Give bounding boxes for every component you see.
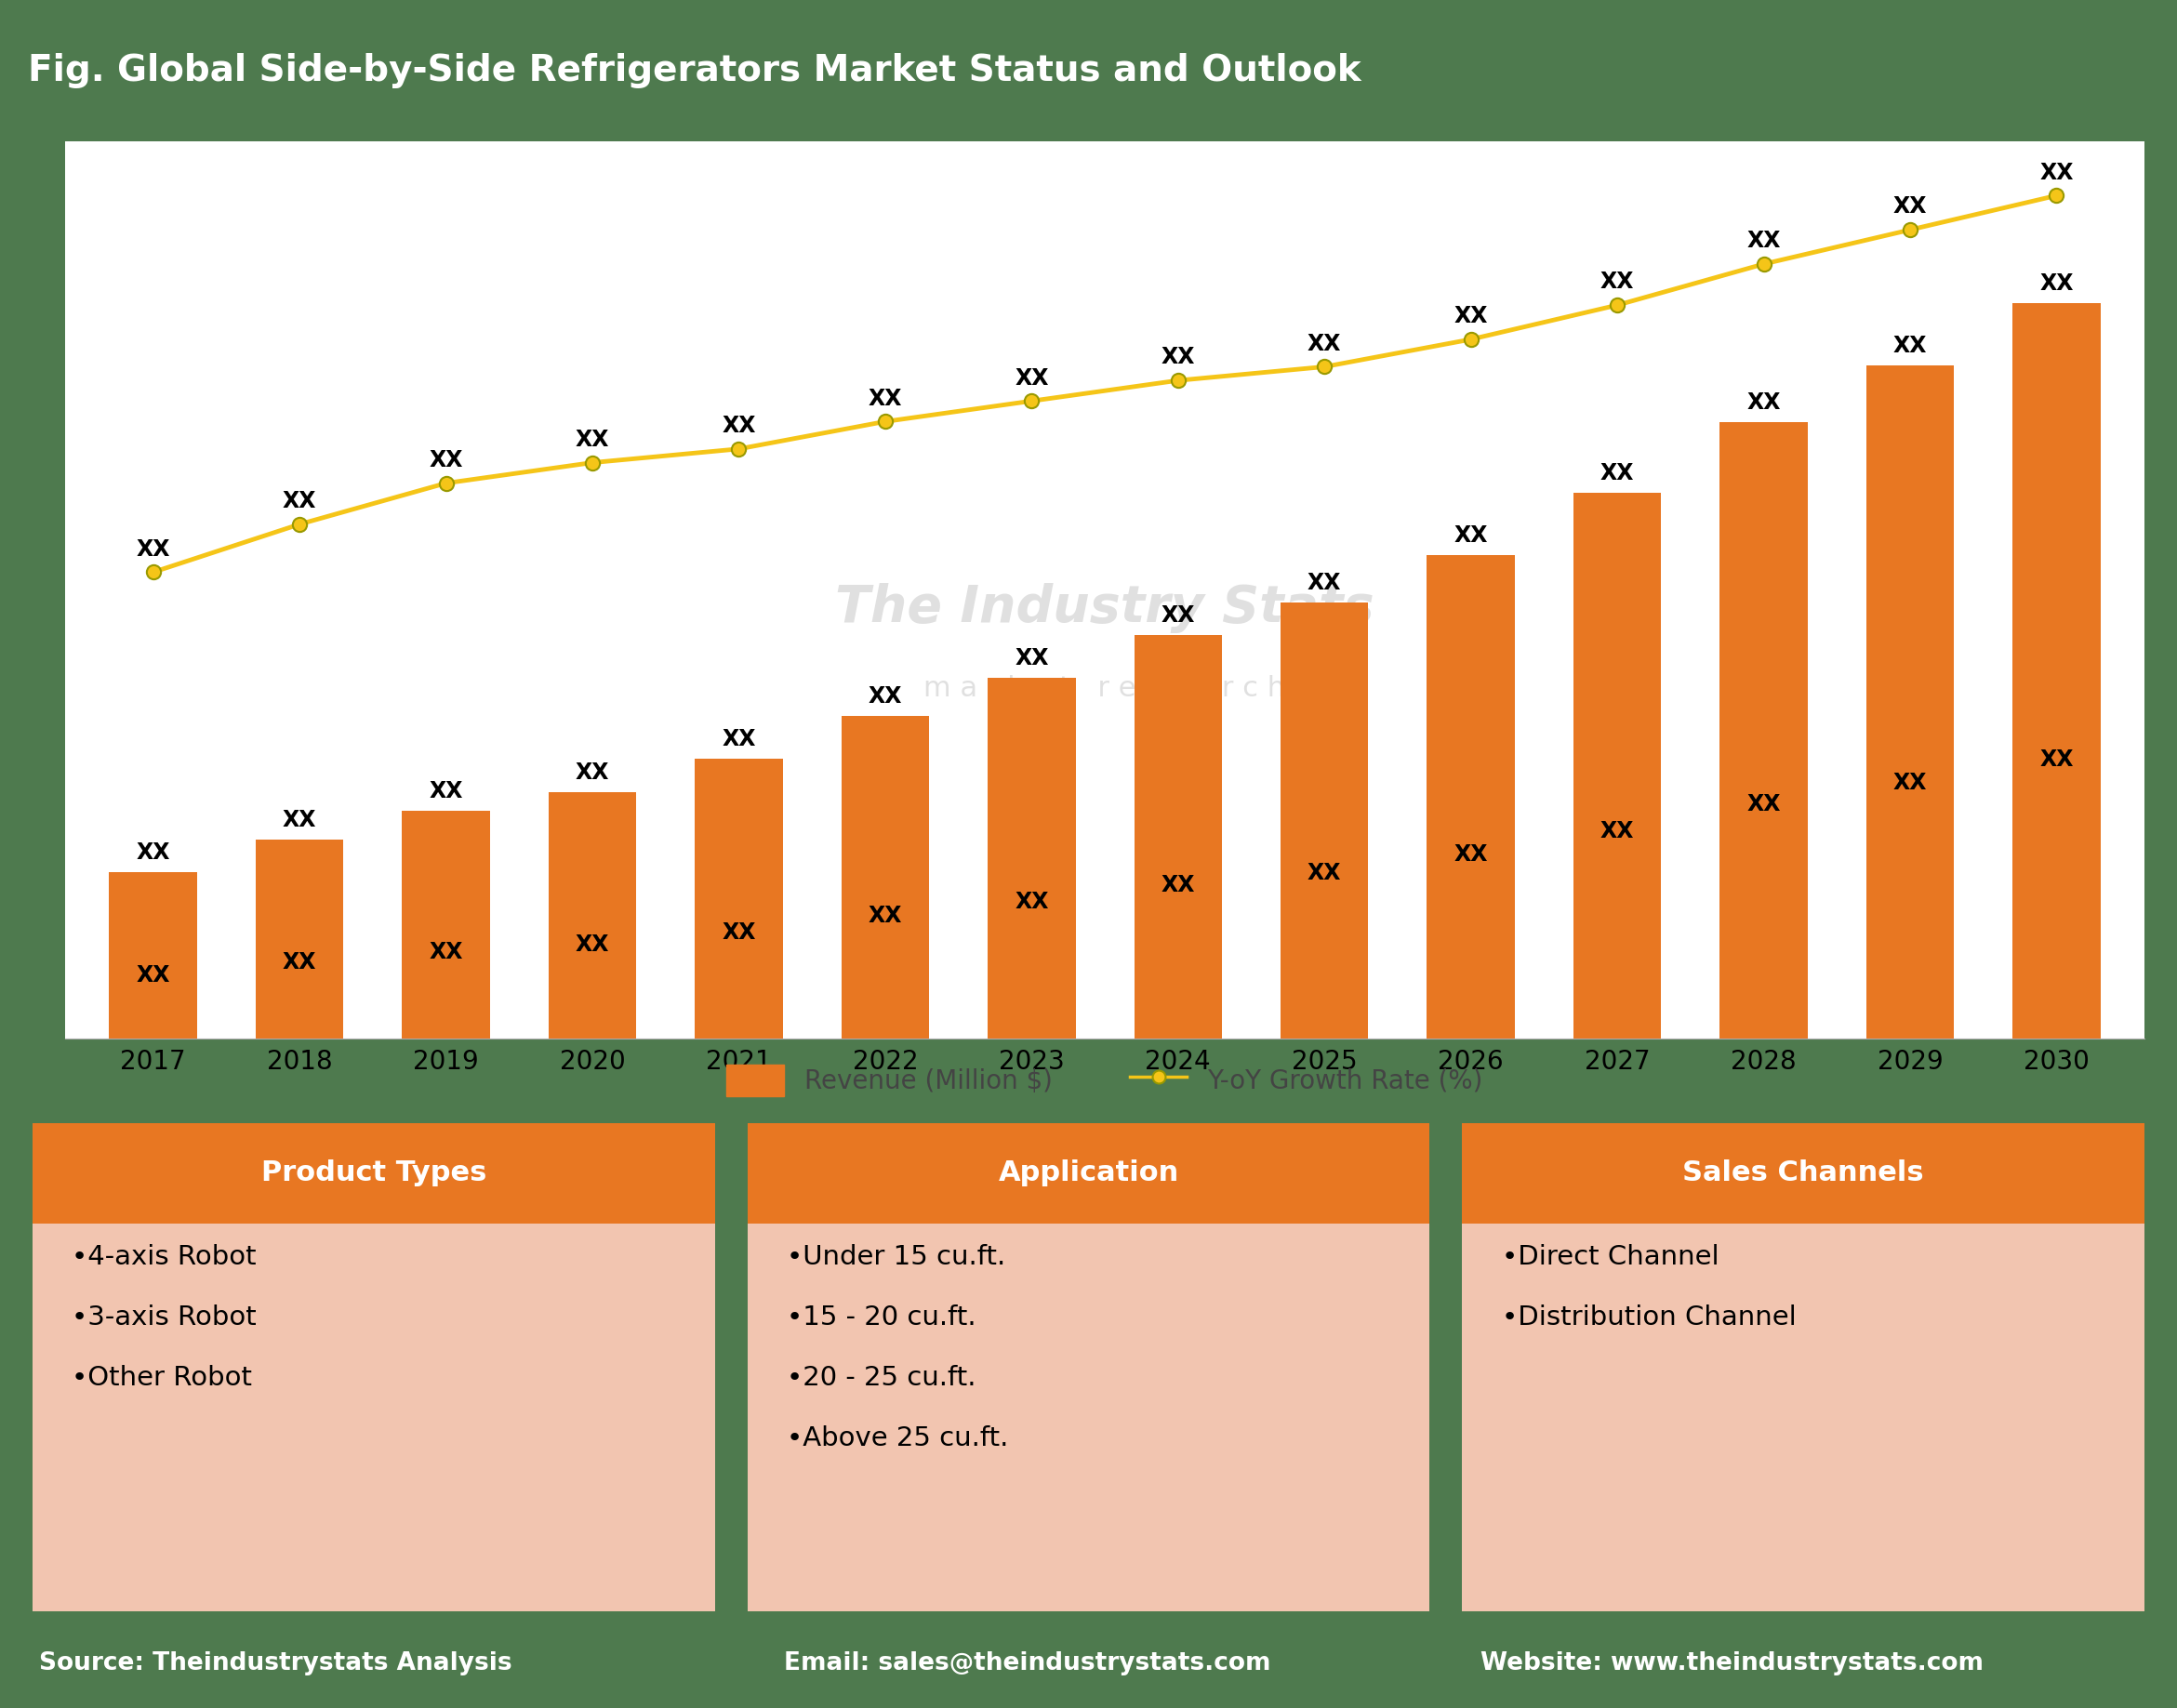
Text: XX: XX: [1600, 463, 1635, 485]
Text: XX: XX: [1746, 391, 1781, 413]
Bar: [2012, 304, 2101, 1038]
Text: •Under 15 cu.ft.: •Under 15 cu.ft.: [786, 1243, 1006, 1269]
Text: XX: XX: [723, 921, 755, 943]
Text: •Other Robot: •Other Robot: [72, 1365, 253, 1390]
Text: XX: XX: [869, 685, 901, 707]
Text: Sales Channels: Sales Channels: [1683, 1160, 1924, 1187]
Text: m a r k e t   r e s e a r c h: m a r k e t r e s e a r c h: [923, 675, 1287, 702]
Text: Application: Application: [999, 1160, 1178, 1187]
Text: XX: XX: [1894, 335, 1927, 357]
Text: Email: sales@theindustrystats.com: Email: sales@theindustrystats.com: [784, 1652, 1271, 1676]
Y-oY Growth Rate (%): [579, 453, 605, 473]
FancyBboxPatch shape: [747, 1223, 1430, 1612]
Text: XX: XX: [1014, 647, 1049, 670]
Bar: [549, 793, 636, 1038]
Text: XX: XX: [429, 781, 464, 803]
Bar: [988, 678, 1075, 1038]
Text: XX: XX: [1014, 367, 1049, 389]
Text: XX: XX: [283, 808, 316, 830]
Y-oY Growth Rate (%): [1604, 295, 1631, 316]
Text: XX: XX: [1746, 231, 1781, 253]
Text: XX: XX: [869, 905, 901, 927]
Text: •Direct Channel: •Direct Channel: [1502, 1243, 1718, 1269]
FancyBboxPatch shape: [33, 1122, 714, 1223]
Y-oY Growth Rate (%): [433, 473, 459, 494]
Text: XX: XX: [283, 951, 316, 974]
Bar: [1280, 603, 1369, 1038]
Y-oY Growth Rate (%): [2044, 184, 2070, 205]
FancyBboxPatch shape: [33, 1223, 714, 1612]
Text: •Distribution Channel: •Distribution Channel: [1502, 1305, 1796, 1331]
Text: XX: XX: [723, 415, 755, 437]
Text: XX: XX: [137, 965, 170, 987]
Text: XX: XX: [869, 388, 901, 410]
Text: XX: XX: [1160, 874, 1195, 897]
Text: Website: www.theindustrystats.com: Website: www.theindustrystats.com: [1480, 1652, 1983, 1676]
Y-oY Growth Rate (%): [139, 562, 165, 582]
Text: XX: XX: [1454, 844, 1487, 866]
Text: XX: XX: [1454, 306, 1487, 328]
Y-oY Growth Rate (%): [1750, 254, 1776, 275]
Text: XX: XX: [1600, 820, 1635, 842]
FancyBboxPatch shape: [747, 1122, 1430, 1223]
Text: XX: XX: [429, 941, 464, 963]
Text: XX: XX: [2040, 161, 2073, 184]
Bar: [1574, 494, 1661, 1038]
Text: XX: XX: [1014, 890, 1049, 912]
Text: XX: XX: [1160, 605, 1195, 627]
Y-oY Growth Rate (%): [1311, 357, 1337, 377]
Bar: [1134, 635, 1221, 1038]
Text: XX: XX: [575, 429, 610, 451]
Text: XX: XX: [2040, 273, 2073, 295]
Text: XX: XX: [2040, 748, 2073, 770]
Y-oY Growth Rate (%): [725, 439, 751, 459]
Y-oY Growth Rate (%): [1165, 371, 1191, 391]
Text: XX: XX: [1600, 272, 1635, 294]
Text: •20 - 25 cu.ft.: •20 - 25 cu.ft.: [786, 1365, 975, 1390]
Bar: [1720, 422, 1807, 1038]
Text: XX: XX: [1746, 793, 1781, 815]
Bar: [1866, 366, 1955, 1038]
Text: •15 - 20 cu.ft.: •15 - 20 cu.ft.: [786, 1305, 975, 1331]
Text: •3-axis Robot: •3-axis Robot: [72, 1305, 257, 1331]
Text: XX: XX: [723, 728, 755, 750]
Bar: [403, 811, 490, 1038]
Text: •4-axis Robot: •4-axis Robot: [72, 1243, 257, 1269]
Bar: [255, 839, 344, 1038]
Bar: [109, 873, 198, 1038]
Text: XX: XX: [429, 449, 464, 471]
Text: XX: XX: [575, 762, 610, 784]
FancyBboxPatch shape: [1463, 1223, 2144, 1612]
Y-oY Growth Rate (%): [287, 514, 313, 535]
Text: XX: XX: [1894, 196, 1927, 219]
Text: XX: XX: [575, 934, 610, 956]
Bar: [694, 758, 784, 1038]
Legend: Revenue (Million $), Y-oY Growth Rate (%): Revenue (Million $), Y-oY Growth Rate (%…: [714, 1052, 1496, 1108]
Text: XX: XX: [137, 538, 170, 560]
Text: Source: Theindustrystats Analysis: Source: Theindustrystats Analysis: [39, 1652, 512, 1676]
Text: Fig. Global Side-by-Side Refrigerators Market Status and Outlook: Fig. Global Side-by-Side Refrigerators M…: [28, 53, 1361, 89]
Y-oY Growth Rate (%): [1459, 330, 1485, 350]
Text: XX: XX: [1894, 772, 1927, 794]
Text: •Above 25 cu.ft.: •Above 25 cu.ft.: [786, 1424, 1008, 1452]
Bar: [1426, 555, 1515, 1038]
Y-oY Growth Rate (%): [873, 412, 899, 432]
Bar: [840, 716, 930, 1038]
Text: XX: XX: [1308, 333, 1341, 355]
Text: XX: XX: [283, 490, 316, 512]
Text: The Industry Stats: The Industry Stats: [836, 582, 1374, 634]
Text: XX: XX: [1454, 524, 1487, 547]
Y-oY Growth Rate (%): [1019, 391, 1045, 412]
Text: XX: XX: [1160, 347, 1195, 369]
Text: XX: XX: [137, 842, 170, 864]
Text: XX: XX: [1308, 572, 1341, 594]
Text: XX: XX: [1308, 861, 1341, 883]
FancyBboxPatch shape: [1463, 1122, 2144, 1223]
Text: Product Types: Product Types: [261, 1160, 485, 1187]
Line: Y-oY Growth Rate (%): Y-oY Growth Rate (%): [146, 188, 2064, 579]
Y-oY Growth Rate (%): [1896, 220, 1922, 241]
